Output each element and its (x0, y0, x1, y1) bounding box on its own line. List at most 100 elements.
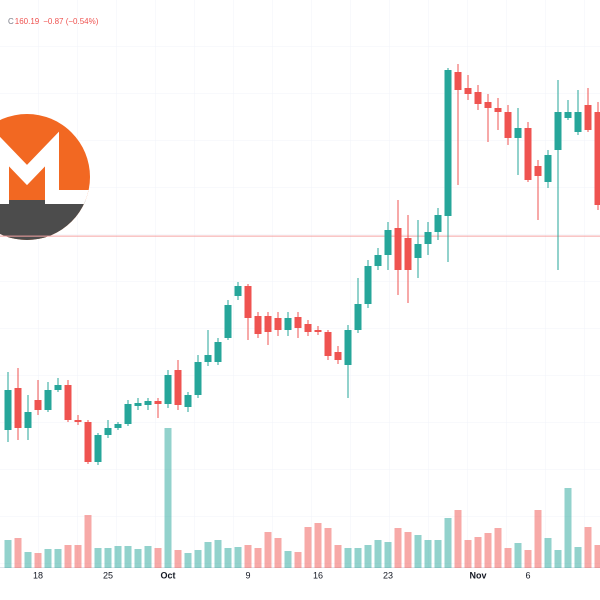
volume-bar (564, 488, 572, 568)
candle-body (204, 355, 212, 362)
candle-body (214, 342, 222, 362)
candle-body (144, 401, 152, 405)
candle-body (344, 330, 352, 365)
candle-body (274, 318, 282, 330)
candle-body (484, 102, 492, 108)
candle-body (424, 232, 432, 244)
candle-body (294, 317, 302, 328)
volume-bar (514, 543, 522, 568)
candle-body (504, 112, 512, 138)
x-tick-label: 25 (103, 570, 113, 580)
x-tick-label: 9 (245, 570, 250, 580)
candle-body (564, 112, 572, 118)
candle-body (84, 422, 92, 462)
volume-bar (384, 542, 392, 568)
candle-body (384, 230, 392, 255)
volume-bar (224, 548, 232, 568)
candle-body (454, 72, 462, 90)
volume-bar (64, 545, 72, 568)
volume-bar (314, 523, 322, 568)
volume-bar (34, 553, 42, 568)
volume-bar (304, 527, 312, 568)
candle-body (44, 390, 52, 410)
volume-bar (464, 540, 472, 568)
volume-bar (324, 528, 332, 568)
volume-bar (204, 542, 212, 568)
volume-bar (524, 550, 532, 568)
volume-bar (144, 546, 152, 568)
close-value: 160.19 (15, 17, 40, 26)
volume-bar (404, 532, 412, 568)
candle-body (354, 304, 362, 330)
volume-bar (134, 549, 142, 568)
candle-body (534, 166, 542, 176)
volume-bar (534, 510, 542, 568)
volume-bar (174, 550, 182, 568)
candle-body (234, 286, 242, 296)
x-tick-label: Nov (469, 570, 486, 580)
grid (0, 0, 600, 567)
volume-bar (74, 545, 82, 568)
candle-body (514, 128, 522, 138)
candle-body (464, 88, 472, 94)
volume-bar (494, 528, 502, 568)
volume-bar (574, 547, 582, 568)
candle-body (544, 155, 552, 182)
candle-body (154, 401, 162, 404)
candle-body (264, 316, 272, 332)
x-tick-label: 18 (33, 570, 43, 580)
volume-bar (14, 538, 22, 568)
candle-body (4, 390, 12, 430)
candle-body (24, 412, 32, 428)
volume-bar (414, 535, 422, 568)
candle-body (584, 105, 592, 130)
volume-bar (354, 548, 362, 568)
volume-bar (104, 548, 112, 568)
volume-bar (454, 510, 462, 568)
x-tick-label: 6 (525, 570, 530, 580)
candle-body (314, 330, 322, 332)
candle-body (34, 400, 42, 410)
volume-bar (374, 540, 382, 568)
candle-body (74, 420, 82, 422)
volume-bar (254, 548, 262, 568)
volume-bar (504, 548, 512, 568)
volume-bar (554, 550, 562, 568)
candle-body (394, 228, 402, 270)
volume-bar (594, 545, 600, 568)
volume-bar (94, 548, 102, 568)
candle-body (524, 128, 532, 180)
candle-body (324, 332, 332, 356)
candle-body (414, 244, 422, 258)
volume-bar (234, 547, 242, 568)
legend: C 160.19 −0.87 (−0.54%) (8, 17, 99, 26)
candle-body (124, 404, 132, 424)
volume-bar (394, 528, 402, 568)
candle-body (404, 238, 412, 270)
volume-bar (214, 540, 222, 568)
candle-body (334, 352, 342, 360)
volume-bar (474, 537, 482, 568)
candle-body (164, 375, 172, 404)
candle-body (54, 385, 62, 390)
volume-bar (244, 545, 252, 568)
volume-bar (264, 532, 272, 568)
volume-bar (294, 552, 302, 568)
volume-bar (444, 518, 452, 568)
candle-body (194, 362, 202, 395)
volume-bar (334, 545, 342, 568)
volume-bar (54, 549, 62, 568)
candle-body (574, 112, 582, 132)
candle-body (284, 318, 292, 330)
candle-body (374, 255, 382, 266)
volume-bar (24, 552, 32, 568)
change-value: −0.87 (−0.54%) (43, 17, 98, 26)
volume-bar (544, 538, 552, 568)
candle-body (114, 424, 122, 428)
candle-body (134, 403, 142, 406)
candle-body (224, 305, 232, 338)
x-tick-label: 23 (383, 570, 393, 580)
volume-bar (124, 546, 132, 568)
volume-bar (584, 527, 592, 568)
volume-bar (194, 550, 202, 568)
